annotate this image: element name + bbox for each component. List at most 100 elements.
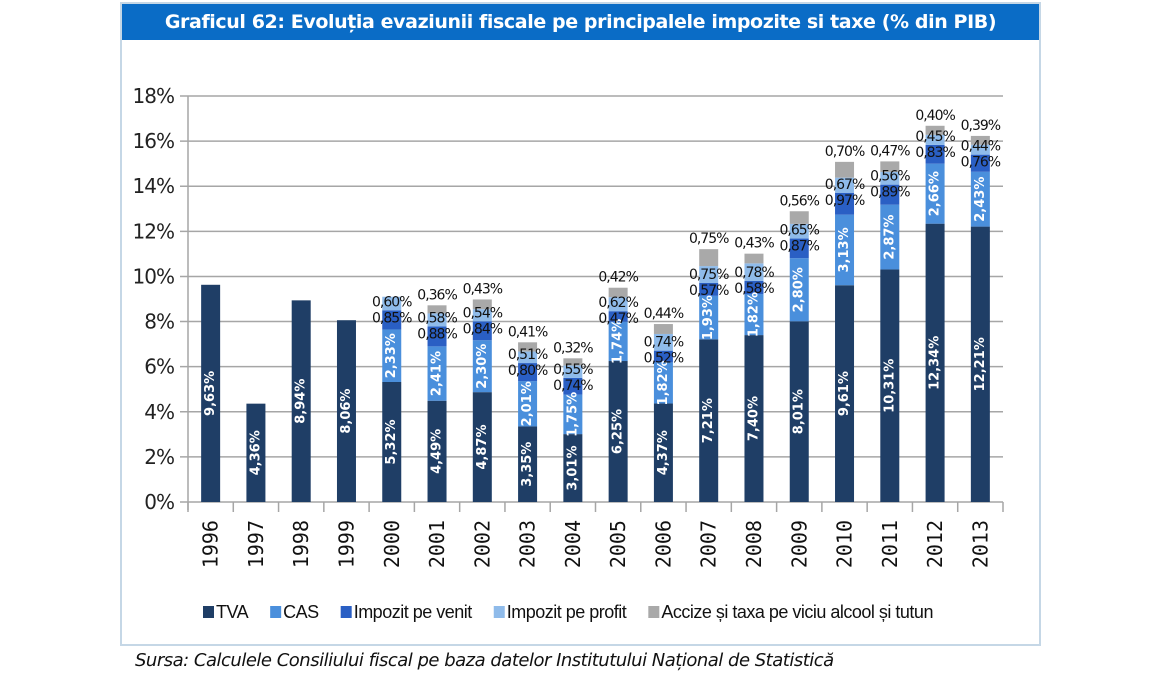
bar-segment-impozit-pe-venit [653, 350, 673, 363]
bar-segment-accize-i-taxa-pe-viciu-alcool-i-tutun [970, 135, 990, 145]
y-tick-label: 8% [144, 310, 174, 334]
data-label: 0,32% [553, 340, 593, 356]
data-label: 4,49% [430, 429, 445, 474]
bar-segment-impozit-pe-venit [970, 154, 990, 172]
bar-segment-tva [518, 426, 538, 502]
bar-segment-cas [608, 321, 628, 362]
bar-segment-tva [472, 392, 492, 502]
data-label: 0,70% [825, 144, 865, 160]
data-label: 0,62% [598, 295, 638, 311]
data-label: 9,63% [203, 371, 218, 416]
bar-segment-cas [472, 340, 492, 393]
bar-segment-tva [835, 285, 855, 502]
x-tick-label: 2011 [878, 520, 902, 568]
data-label: 0,87% [780, 239, 820, 255]
data-label: 7,21% [701, 398, 716, 443]
data-label: 1,74% [611, 319, 626, 364]
bar-segment-accize-i-taxa-pe-viciu-alcool-i-tutun [835, 161, 855, 178]
bar-segment-tva [246, 403, 266, 502]
data-label: 0,85% [372, 310, 412, 326]
source-note: Sursa: Calculele Consiliului fiscal pe b… [135, 650, 834, 671]
data-label: 12,21% [973, 337, 988, 391]
bar-segment-accize-i-taxa-pe-viciu-alcool-i-tutun [925, 125, 945, 135]
bar-segment-cas [880, 204, 900, 270]
bar-segment-impozit-pe-profit [744, 263, 764, 281]
data-label: 1,75% [565, 392, 580, 437]
bar-segment-impozit-pe-profit [608, 297, 628, 312]
bar-segment-tva [382, 382, 402, 502]
x-tick-label: 1996 [199, 520, 223, 568]
bar-segment-tva [925, 223, 945, 503]
data-label: 0,65% [780, 223, 820, 239]
bar-segment-accize-i-taxa-pe-viciu-alcool-i-tutun [744, 253, 764, 264]
y-tick-label: 14% [133, 174, 174, 198]
x-tick-label: 2008 [742, 520, 766, 568]
bar-segment-tva [699, 339, 719, 502]
bar-segment-cas [789, 258, 809, 322]
data-label: 2,66% [928, 171, 943, 216]
y-tick-label: 6% [144, 355, 174, 379]
bar-segment-impozit-pe-profit [382, 296, 402, 311]
data-label: 0,60% [372, 294, 412, 310]
x-tick-label: 2005 [606, 520, 630, 568]
data-label: 0,97% [825, 193, 865, 209]
y-tick-label: 2% [144, 445, 174, 469]
bar-segment-cas [835, 214, 855, 286]
data-label: 7,40% [746, 396, 761, 441]
bar-segment-accize-i-taxa-pe-viciu-alcool-i-tutun [653, 324, 673, 334]
y-tick-label: 16% [133, 129, 174, 153]
data-label: 0,47% [598, 311, 638, 327]
x-tick-label: 2013 [968, 520, 992, 568]
bar-segment-impozit-pe-venit [744, 280, 764, 295]
data-label: 9,61% [837, 371, 852, 416]
y-tick-label: 10% [133, 264, 174, 288]
bar-segment-impozit-pe-venit [518, 363, 538, 382]
bar-segment-impozit-pe-venit [472, 321, 492, 341]
bar-segment-impozit-pe-venit [835, 192, 855, 215]
x-tick-label: 2000 [380, 520, 404, 568]
data-label: 0,45% [915, 129, 955, 145]
data-label: 12,34% [928, 336, 943, 390]
data-label: 2,30% [475, 344, 490, 389]
bar-segment-cas [382, 329, 402, 383]
bar-segment-impozit-pe-profit [789, 223, 809, 239]
bar-segment-accize-i-taxa-pe-viciu-alcool-i-tutun [563, 358, 583, 366]
y-tick-label: 0% [144, 490, 174, 514]
bar-segment-impozit-pe-venit [699, 282, 719, 296]
data-label: 1,82% [746, 292, 761, 337]
bar-segment-tva [336, 320, 356, 502]
data-label: 10,31% [882, 359, 897, 413]
bar-segment-impozit-pe-profit [472, 309, 492, 322]
bar-segment-tva [653, 403, 673, 502]
bar-segment-cas [699, 295, 719, 340]
data-label: 2,87% [882, 215, 897, 260]
data-label: 0,80% [508, 363, 548, 379]
bar-segment-impozit-pe-venit [789, 238, 809, 259]
legend-label: TVA [216, 602, 249, 622]
bar-segment-impozit-pe-venit [382, 310, 402, 330]
legend-label: Accize și taxa pe viciu alcool și tutun [661, 602, 933, 622]
data-label: 8,94% [294, 379, 309, 424]
data-label: 3,35% [520, 442, 535, 487]
data-label: 0,58% [417, 311, 457, 327]
data-label: 0,52% [644, 351, 684, 367]
bar-segment-cas [518, 381, 538, 427]
x-tick-label: 2003 [516, 520, 540, 568]
bar-segment-impozit-pe-venit [925, 144, 945, 164]
bar-segment-impozit-pe-profit [880, 172, 900, 185]
x-tick-label: 2004 [561, 520, 585, 568]
x-tick-label: 2010 [833, 520, 857, 568]
data-label: 0,43% [734, 236, 774, 252]
data-label: 2,01% [520, 381, 535, 426]
data-label: 4,36% [248, 430, 263, 475]
legend-swatch [340, 606, 352, 618]
data-label: 2,43% [973, 177, 988, 222]
bar-segment-accize-i-taxa-pe-viciu-alcool-i-tutun [518, 342, 538, 352]
bar-segment-impozit-pe-profit [699, 266, 719, 283]
x-tick-label: 2001 [425, 520, 449, 568]
legend-swatch [493, 606, 505, 618]
data-label: 0,43% [463, 281, 503, 297]
bar-segment-tva [427, 400, 447, 502]
bar-segment-impozit-pe-profit [563, 365, 583, 378]
